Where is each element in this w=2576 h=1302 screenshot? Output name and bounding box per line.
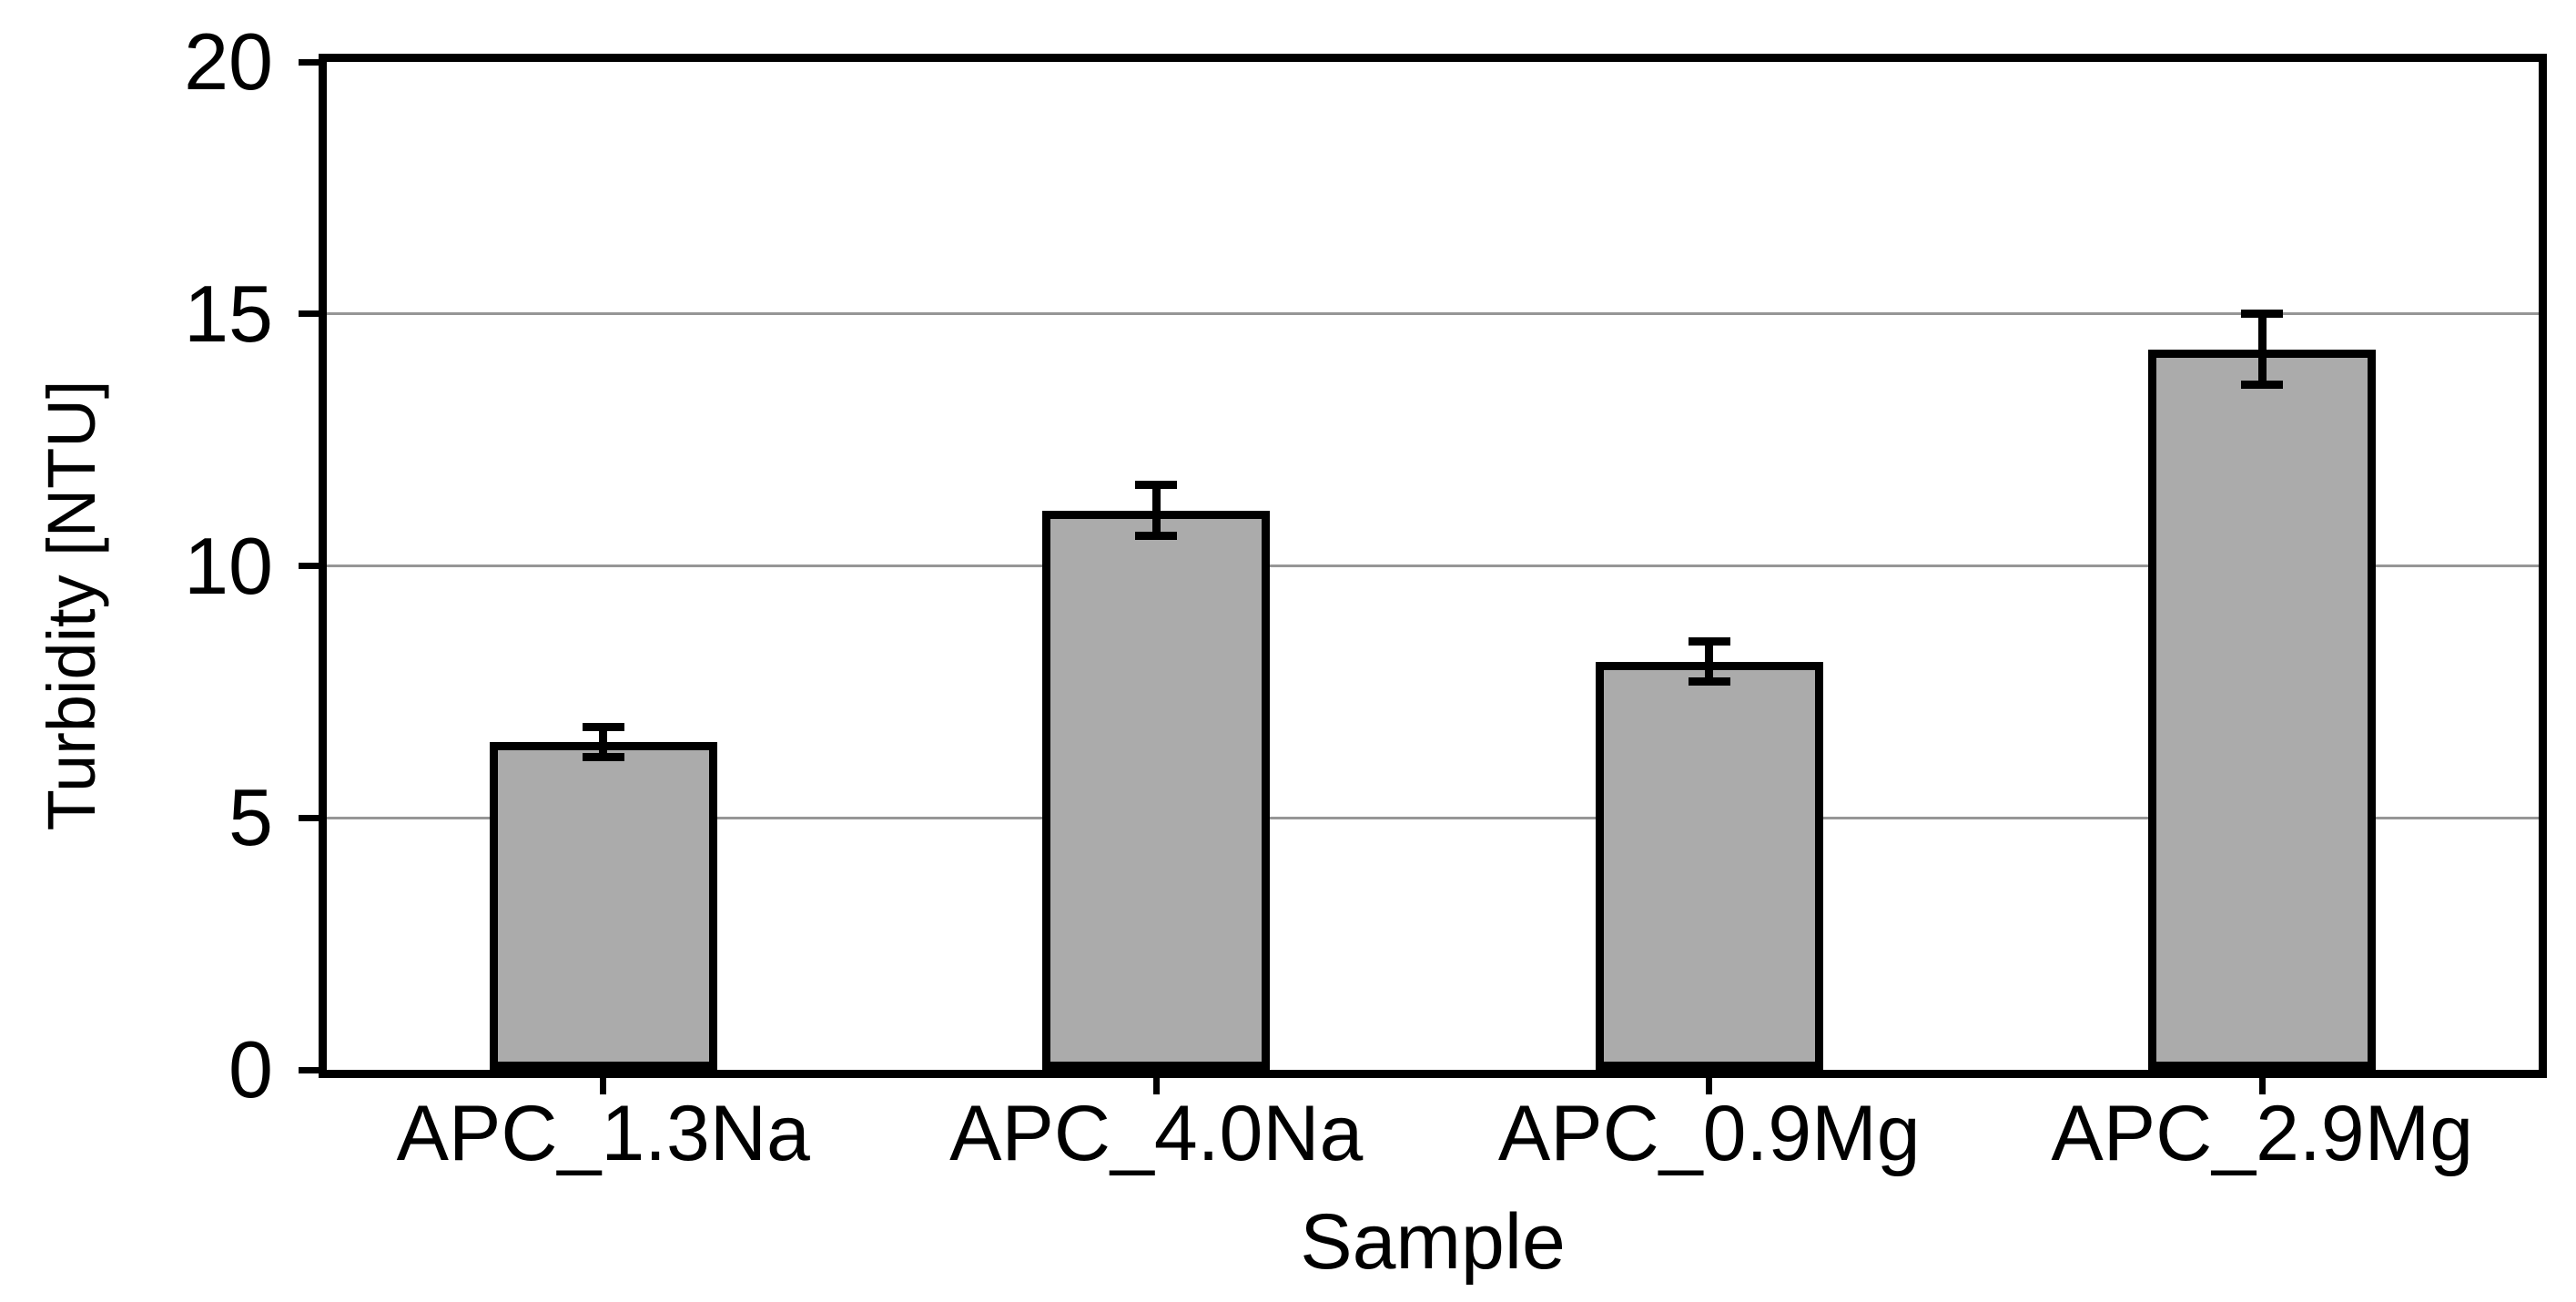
error-bar-upper-cap-APC_1.3Na	[582, 723, 624, 732]
gridline-y10	[327, 565, 2539, 567]
bar-APC_4.0Na	[1042, 510, 1271, 1070]
y-tick-mark-15	[299, 310, 327, 318]
y-tick-mark-5	[299, 814, 327, 821]
x-tick-mark-APC_1.3Na	[600, 1070, 607, 1094]
error-bar-stem-APC_0.9Mg	[1705, 641, 1714, 682]
y-tick-label-5: 5	[228, 772, 273, 863]
x-axis-title: Sample	[1300, 1197, 1566, 1286]
error-bar-lower-cap-APC_2.9Mg	[2241, 380, 2284, 389]
bar-APC_0.9Mg	[1595, 661, 1823, 1070]
gridline-y5	[327, 816, 2539, 819]
error-bar-stem-APC_1.3Na	[599, 727, 608, 758]
error-bar-upper-cap-APC_4.0Na	[1135, 481, 1178, 490]
gridline-y15	[327, 312, 2539, 316]
error-bar-stem-APC_2.9Mg	[2257, 313, 2267, 385]
x-tick-mark-APC_4.0Na	[1152, 1070, 1160, 1094]
y-tick-label-10: 10	[184, 520, 273, 611]
error-bar-upper-cap-APC_0.9Mg	[1688, 637, 1730, 646]
y-tick-mark-10	[299, 563, 327, 569]
error-bar-lower-cap-APC_1.3Na	[582, 753, 624, 762]
bar-APC_1.3Na	[489, 742, 717, 1070]
y-tick-label-0: 0	[228, 1024, 273, 1114]
x-tick-mark-APC_0.9Mg	[1706, 1070, 1713, 1094]
x-tick-label-APC_1.3Na: APC_1.3Na	[396, 1089, 810, 1177]
error-bar-lower-cap-APC_0.9Mg	[1688, 677, 1730, 687]
error-bar-lower-cap-APC_4.0Na	[1135, 531, 1178, 540]
y-tick-label-15: 15	[184, 268, 273, 359]
bar-APC_2.9Mg	[2148, 349, 2377, 1070]
x-tick-label-APC_0.9Mg: APC_0.9Mg	[1497, 1089, 1921, 1177]
error-bar-upper-cap-APC_2.9Mg	[2241, 310, 2284, 319]
y-tick-mark-0	[299, 1066, 327, 1073]
plot-area	[299, 54, 2547, 1094]
y-tick-mark-20	[299, 58, 327, 66]
y-tick-label-20: 20	[184, 16, 273, 107]
x-tick-mark-APC_2.9Mg	[2258, 1070, 2266, 1094]
x-tick-label-APC_4.0Na: APC_4.0Na	[949, 1089, 1364, 1177]
error-bar-stem-APC_4.0Na	[1151, 484, 1161, 536]
x-tick-label-APC_2.9Mg: APC_2.9Mg	[2051, 1089, 2474, 1177]
